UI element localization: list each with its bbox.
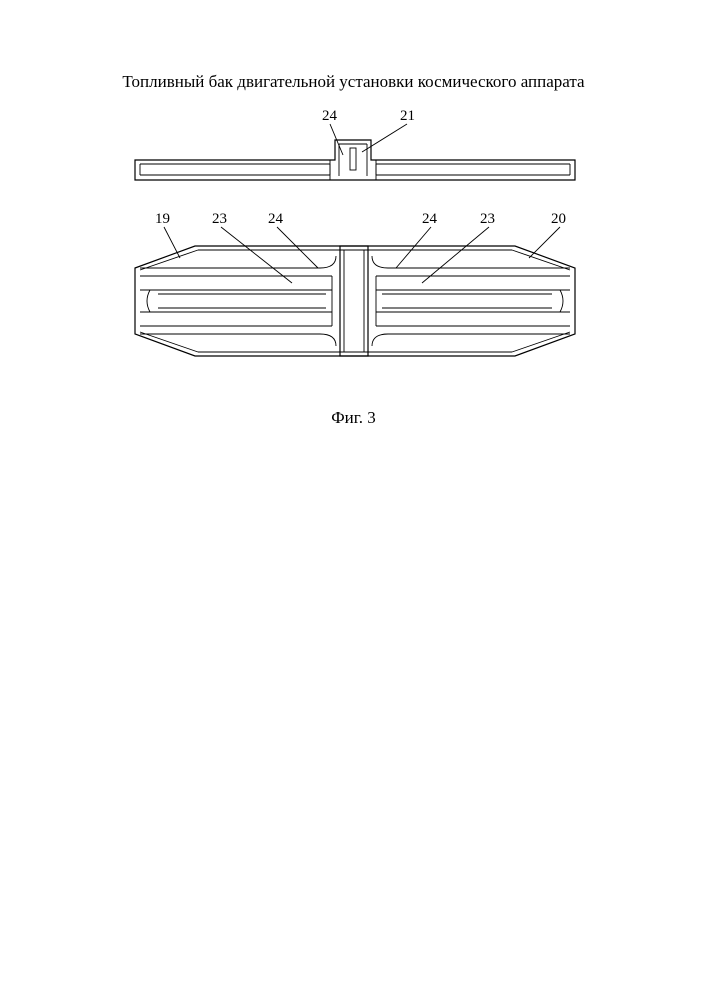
callout-label: 23 — [212, 211, 227, 227]
figure-caption: Фиг. 3 — [0, 408, 707, 428]
figure-bottom: 19 23 24 24 23 20 — [0, 0, 707, 400]
label-20: 20 — [529, 211, 566, 258]
callout-label: 24 — [268, 211, 284, 227]
page: Топливный бак двигательной установки кос… — [0, 0, 707, 1000]
callout-label: 19 — [155, 211, 170, 227]
callout-label: 23 — [480, 211, 495, 227]
label-19: 19 — [155, 211, 180, 258]
label-24-right: 24 — [396, 211, 438, 268]
label-24-left: 24 — [268, 211, 318, 268]
callout-label: 20 — [551, 211, 566, 227]
callout-label: 24 — [422, 211, 438, 227]
